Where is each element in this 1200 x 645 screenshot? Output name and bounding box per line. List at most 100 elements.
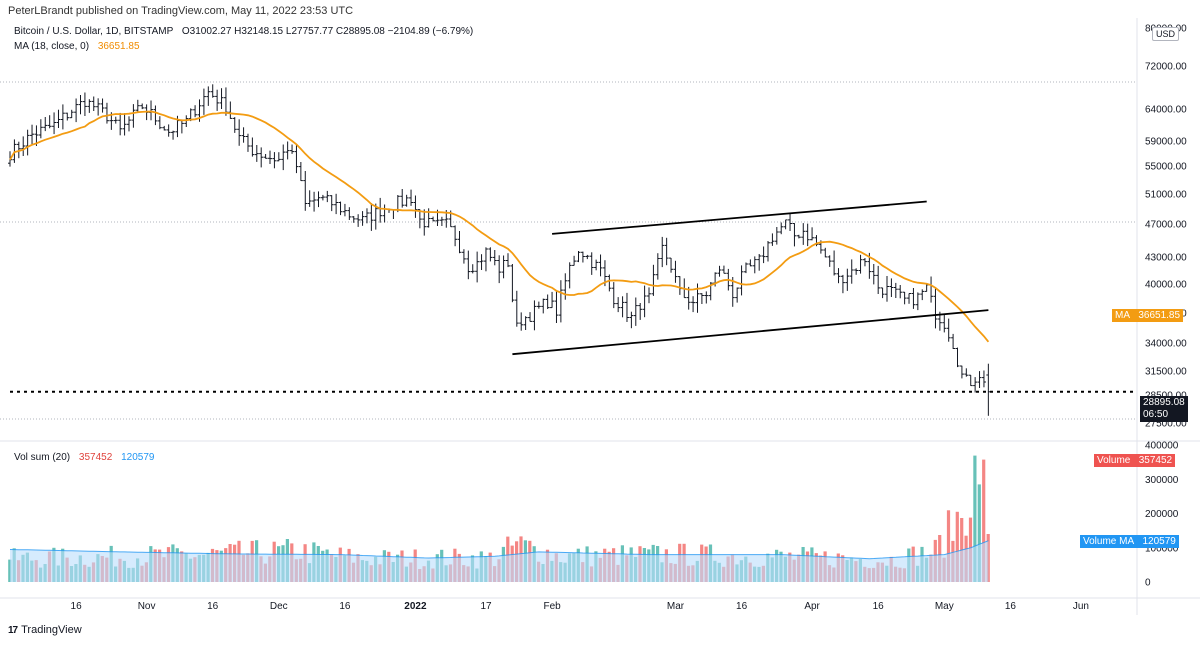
currency-badge[interactable]: USD <box>1152 27 1180 41</box>
ohlc-bar <box>461 249 466 264</box>
volume-bar <box>977 484 981 582</box>
ohlc-bar <box>677 276 682 295</box>
ohlc-bar <box>347 207 352 220</box>
grid-layer <box>0 18 1200 615</box>
ohlc-bar <box>179 119 184 134</box>
time-tick-label: 16 <box>736 601 748 612</box>
ohlc-bar <box>660 236 665 268</box>
ohlc-bar <box>338 201 343 216</box>
ohlc-bar <box>237 119 242 146</box>
ohlc-bar <box>973 377 978 393</box>
ma-line <box>9 110 990 343</box>
ohlc-bar <box>884 276 889 302</box>
ohlc-bar <box>519 312 524 331</box>
ohlc-bar <box>351 216 356 223</box>
ohlc-bar <box>457 231 462 254</box>
ohlc-bar <box>717 265 722 277</box>
trendlines <box>10 200 1137 393</box>
ohlc-bar <box>215 89 220 111</box>
ohlc-bar <box>893 282 898 298</box>
ohlc-bar <box>616 297 621 313</box>
ohlc-bar <box>739 265 744 296</box>
ohlc-bar <box>431 216 436 222</box>
countdown: 06:50 <box>1143 409 1169 420</box>
ohlc-bar <box>12 139 17 163</box>
ohlc-bar <box>113 116 118 124</box>
ohlc-bar <box>492 250 497 266</box>
ohlc-bar <box>691 296 696 313</box>
ohlc-bar <box>528 312 533 322</box>
ohlc-bar <box>65 112 70 121</box>
ohlc-bar <box>801 223 806 245</box>
ohlc-bar <box>497 255 502 284</box>
ohlc-bar <box>840 274 845 294</box>
legend-volume-row[interactable]: Vol sum (20) 357452 120579 <box>14 452 154 463</box>
ohlc-bar <box>38 119 43 139</box>
ohlc-bar <box>514 290 519 327</box>
ohlc-bar <box>104 102 109 124</box>
ohlc-bar <box>96 98 101 116</box>
ohlc-bar <box>642 285 647 318</box>
legend-vol-value: 357452 <box>78 452 113 463</box>
ohlc-bar <box>56 109 61 128</box>
ohlc-bar <box>607 274 612 292</box>
ohlc-bar <box>968 374 973 387</box>
ohlc-bar <box>87 99 92 113</box>
ohlc-bar <box>307 190 312 207</box>
ohlc-bar <box>550 291 555 309</box>
tradingview-brand[interactable]: 17 TradingView <box>8 624 82 636</box>
ohlc-bar <box>232 117 237 133</box>
ohlc-bar <box>669 257 674 273</box>
ohlc-bar <box>805 223 810 247</box>
ohlc-bar <box>223 87 228 116</box>
ohlc-bar <box>810 227 815 241</box>
ohlc-bar <box>281 144 286 171</box>
last-price-tag: 28895.08 06:50 <box>1140 396 1188 422</box>
ohlc-bar <box>929 276 934 303</box>
ohlc-bar <box>770 233 775 246</box>
ohlc-bar <box>766 241 771 262</box>
ohlc-bar <box>470 264 475 274</box>
ohlc-bar <box>951 333 956 349</box>
volume-bar <box>973 455 977 582</box>
ohlc-bar <box>757 254 762 271</box>
ohlc-bar <box>673 260 678 283</box>
ohlc-bar <box>263 154 268 159</box>
ohlc-bar <box>69 109 74 119</box>
ohlc-bar <box>836 268 841 284</box>
volume-bar <box>8 559 12 582</box>
ohlc-bar <box>400 189 405 208</box>
ohlc-bar <box>21 136 26 156</box>
ohlc-bar <box>748 259 753 267</box>
volume-tag: Volume 357452 <box>1094 454 1176 467</box>
ohlc-bar <box>312 191 317 212</box>
legend-vol-label: Vol sum (20) <box>14 452 71 463</box>
ohlc-bar <box>647 287 652 304</box>
ohlc-bar <box>920 289 925 301</box>
time-tick-label: 2022 <box>404 601 427 612</box>
ohlc-bar <box>633 297 638 326</box>
ohlc-bar <box>290 144 295 154</box>
ohlc-bar <box>378 197 383 223</box>
ohlc-bar <box>501 255 506 279</box>
ohlc-bar <box>871 264 876 285</box>
ohlc-bar <box>157 116 162 130</box>
ohlc-bar <box>166 124 171 137</box>
ohlc-bar <box>320 194 325 201</box>
legend-ma-row[interactable]: MA (18, close, 0) 36651.85 <box>14 41 140 52</box>
legend-ohlc: O31002.27 H32148.15 L27757.77 C28895.08 … <box>181 26 474 37</box>
ohlc-bar <box>91 96 96 111</box>
ohlc-bar <box>783 219 788 230</box>
ohlc-bar <box>955 347 960 368</box>
ohlc-bar <box>52 112 57 135</box>
ohlc-bar <box>162 125 167 131</box>
ohlc-bar <box>82 92 87 116</box>
ohlc-bar <box>382 204 387 223</box>
ohlc-bar <box>876 265 881 294</box>
legend-symbol[interactable]: Bitcoin / U.S. Dollar, 1D, BITSTAMP <box>14 26 174 37</box>
ma-18-line <box>9 110 990 343</box>
ohlc-bar <box>122 113 127 136</box>
ohlc-bar <box>986 363 991 416</box>
ohlc-bar <box>572 255 577 266</box>
